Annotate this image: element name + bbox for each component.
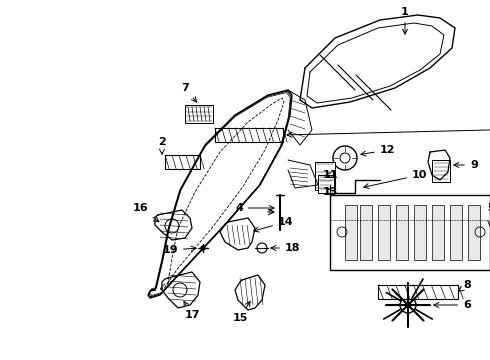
Text: 11: 11 [322,170,338,180]
Bar [165,155,200,169]
Text: 4: 4 [235,203,274,213]
Bar [345,205,357,260]
Text: 6: 6 [434,300,471,310]
Bar [330,195,490,270]
Bar [378,205,390,260]
Text: 10: 10 [364,170,427,189]
Bar [315,162,335,190]
Text: 19: 19 [162,245,196,255]
Text: 9: 9 [454,160,478,170]
Bar [468,205,480,260]
Bar [215,128,283,142]
Bar [396,205,408,260]
Circle shape [201,246,205,250]
Text: 12: 12 [361,145,395,156]
Bar [432,205,444,260]
Bar [318,175,334,193]
Text: 8: 8 [458,280,471,292]
Text: 15: 15 [232,301,250,323]
Circle shape [405,302,411,308]
Text: 14: 14 [254,217,294,232]
Text: 7: 7 [181,83,196,102]
Text: 1: 1 [401,7,409,34]
Text: 17: 17 [184,301,200,320]
Text: 18: 18 [271,243,300,253]
Bar [450,205,462,260]
Bar [432,160,450,182]
Text: 5: 5 [487,203,490,226]
Text: 2: 2 [158,137,166,154]
Bar [185,105,213,123]
Text: 16: 16 [132,203,159,222]
Text: 3: 3 [287,123,490,137]
Bar [414,205,426,260]
Text: 13: 13 [322,187,338,197]
Bar [378,285,458,299]
Bar [360,205,372,260]
